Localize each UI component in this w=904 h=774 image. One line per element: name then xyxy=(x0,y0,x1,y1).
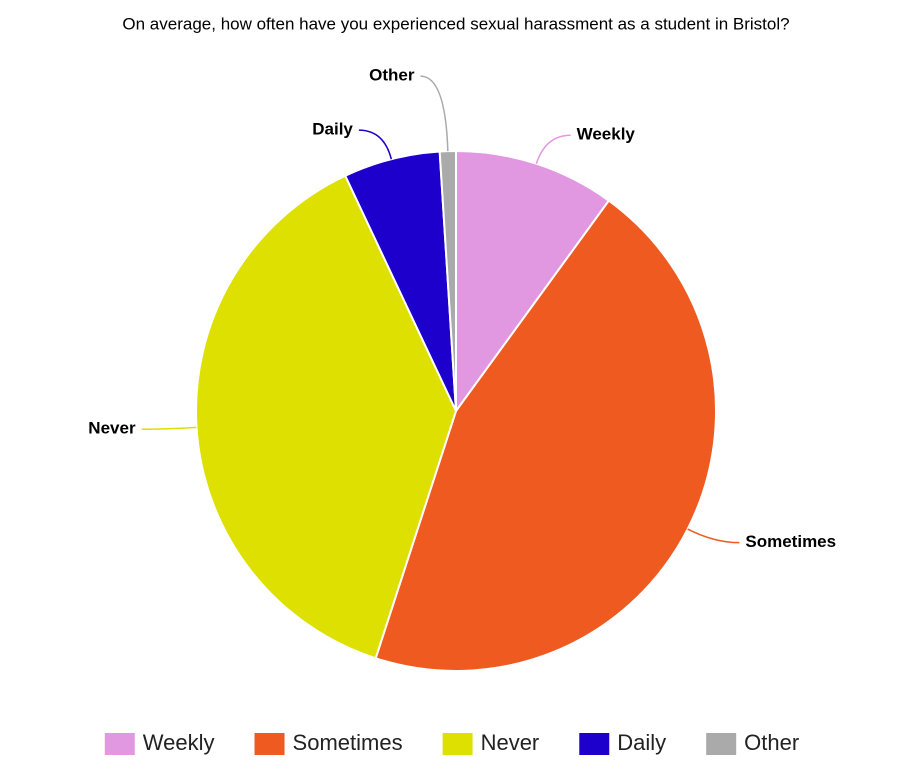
slice-label: Daily xyxy=(312,120,353,139)
legend-label: Other xyxy=(744,730,799,755)
leader-line xyxy=(535,134,571,164)
slice-label: Never xyxy=(88,419,136,438)
chart-title: On average, how often have you experienc… xyxy=(122,14,789,33)
legend-swatch xyxy=(706,733,737,755)
pie-slice xyxy=(195,174,458,660)
legend-swatch xyxy=(104,733,135,755)
legend-swatch xyxy=(442,733,473,755)
slice-label: Other xyxy=(369,66,415,85)
legend-label: Weekly xyxy=(143,730,215,755)
legend-swatch xyxy=(579,733,610,755)
legend-label: Daily xyxy=(617,730,666,755)
slice-label: Weekly xyxy=(577,125,636,144)
leader-line xyxy=(687,528,740,544)
pie-slice xyxy=(455,149,611,415)
legend-label: Sometimes xyxy=(293,730,403,755)
slice-label: Sometimes xyxy=(745,532,836,551)
leader-line xyxy=(358,129,393,160)
pie-slice xyxy=(374,199,717,672)
legend-label: Never xyxy=(481,730,540,755)
leader-line xyxy=(420,75,449,152)
leader-line xyxy=(141,426,197,430)
legend-swatch xyxy=(254,733,285,755)
